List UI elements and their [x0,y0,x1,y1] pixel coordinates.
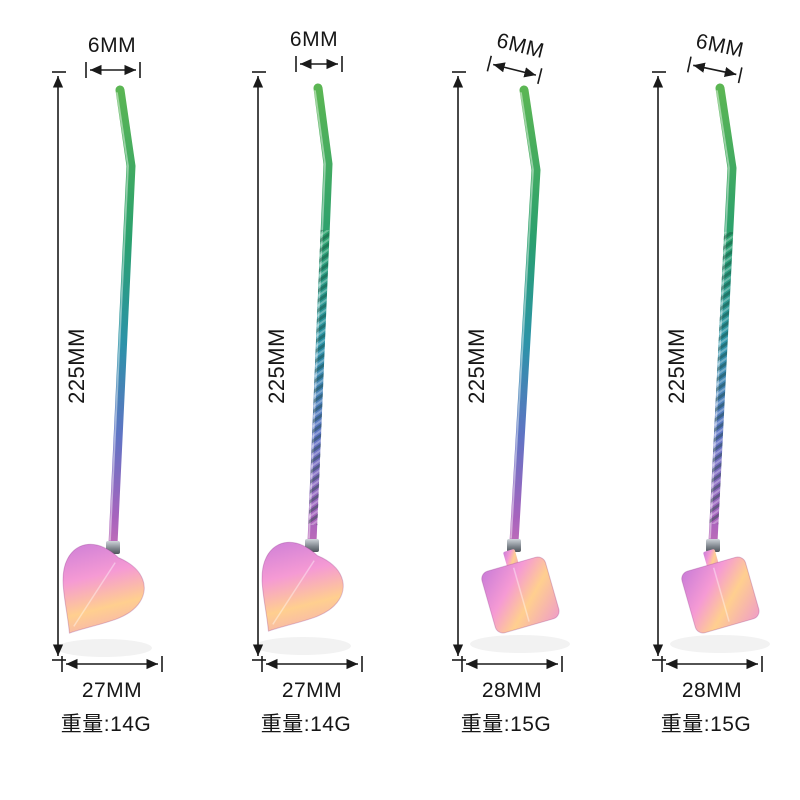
width-label: 28MM [482,679,542,702]
weight-label: 重量:14G [61,713,152,736]
diameter-label: 6MM [694,30,746,63]
spoon-blade [62,543,145,634]
weight-label: 重量:15G [461,713,552,736]
width-label: 28MM [682,679,742,702]
width-dimension: 27MM [61,656,163,702]
length-label: 225MM [64,328,89,404]
straw-figure-1-svg: 6MM 225MM 27MM 重量:14G [52,34,163,736]
straw [56,85,152,657]
straw-shaft [509,85,541,547]
length-dimension: 225MM [252,71,289,661]
weight-label: 重量:15G [661,713,752,736]
diameter-dimension: 6MM [290,28,343,72]
twist-texture [709,231,733,525]
straw-figure-3-svg: 6MM 225MM 28MM 重量:15G [452,29,570,736]
length-dimension: 225MM [652,71,689,661]
dimension-tick [737,67,743,84]
diameter-dimension: 6MM [686,30,746,84]
spoon-blade [681,549,760,634]
collar [507,539,521,552]
length-label: 225MM [464,328,489,404]
blade-shadow [56,639,152,657]
width-dimension: 27MM [261,656,363,702]
blade-shadow [670,635,770,653]
blade-crease [512,567,530,622]
straw-figure-4: 6MM 225MM 28MM 重量:15G [600,0,800,800]
diameter-dimension-line [493,62,537,78]
dimension-tick [686,56,692,73]
length-dimension: 225MM [452,71,489,661]
blade-crease [73,562,116,627]
length-label: 225MM [664,328,689,404]
blade-crease [712,567,730,622]
straw-figure-1: 6MM 225MM 27MM 重量:14G [0,0,200,800]
shaft-highlight [510,92,534,539]
straw-figure-2: 6MM 225MM 27MM 重量:14G [200,0,400,800]
weight-label: 重量:14G [261,713,352,736]
straw-figure-4-svg: 6MM 225MM 28MM 重量:15G [652,30,770,736]
blade-shape [681,556,760,634]
shaft-highlight [109,92,129,541]
diameter-dimension: 6MM [85,34,141,78]
length-dimension: 225MM [52,71,89,661]
diameter-dimension-line [693,62,737,78]
width-label: 27MM [282,679,342,702]
straw [255,83,351,655]
dimension-tick [486,55,493,72]
blade-shape [261,541,344,632]
width-dimension: 28MM [461,656,563,702]
spoon-blade [261,541,344,632]
diameter-label: 6MM [290,28,338,51]
blade-crease [272,560,315,625]
blade-shape [481,556,560,634]
width-label: 27MM [82,679,142,702]
blade-shadow [255,637,351,655]
width-dimension: 28MM [661,656,763,702]
straw-figure-3: 6MM 225MM 28MM 重量:15G [400,0,600,800]
straw-shaft [108,85,136,549]
diameter-dimension: 6MM [486,29,547,85]
straw [470,85,570,653]
dimension-tick [537,68,543,85]
length-label: 225MM [264,328,289,404]
collar [706,539,720,552]
diameter-label: 6MM [88,34,136,57]
blade-shadow [470,635,570,653]
blade-shape [62,543,145,634]
spoon-blade [481,549,560,634]
twist-texture [308,229,330,526]
diameter-label: 6MM [494,29,546,63]
straw-figure-2-svg: 6MM 225MM 27MM 重量:14G [252,28,363,736]
straw [670,83,770,653]
